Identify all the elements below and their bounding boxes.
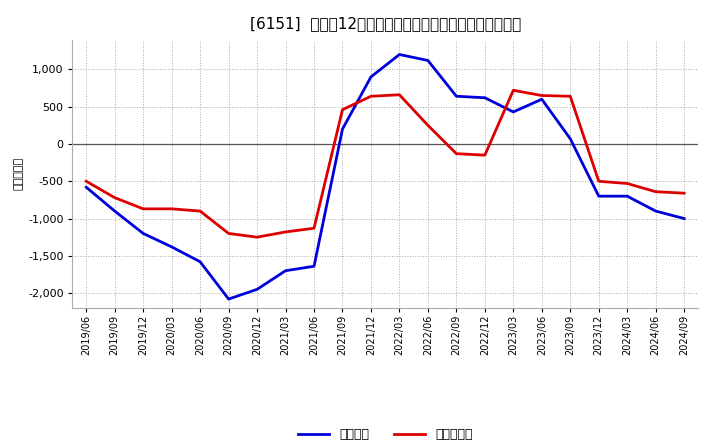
経常利益 bbox=[480, 95, 489, 100]
経常利益 bbox=[310, 264, 318, 269]
経常利益 bbox=[623, 194, 631, 199]
当期純利益 bbox=[423, 123, 432, 128]
経常利益 bbox=[225, 297, 233, 302]
当期純利益 bbox=[480, 153, 489, 158]
当期純利益 bbox=[566, 94, 575, 99]
当期純利益 bbox=[282, 229, 290, 235]
Y-axis label: （百万円）: （百万円） bbox=[14, 157, 24, 191]
Line: 経常利益: 経常利益 bbox=[86, 55, 684, 299]
経常利益 bbox=[680, 216, 688, 221]
経常利益 bbox=[282, 268, 290, 273]
当期純利益 bbox=[167, 206, 176, 212]
経常利益 bbox=[139, 231, 148, 236]
当期純利益 bbox=[652, 189, 660, 194]
Legend: 経常利益, 当期純利益: 経常利益, 当期純利益 bbox=[297, 428, 473, 440]
当期純利益 bbox=[623, 181, 631, 186]
経常利益 bbox=[595, 194, 603, 199]
経常利益 bbox=[82, 184, 91, 190]
当期純利益 bbox=[366, 94, 375, 99]
当期純利益 bbox=[110, 195, 119, 200]
当期純利益 bbox=[196, 209, 204, 214]
経常利益 bbox=[167, 244, 176, 249]
当期純利益 bbox=[253, 235, 261, 240]
経常利益 bbox=[452, 94, 461, 99]
経常利益 bbox=[110, 209, 119, 214]
経常利益 bbox=[366, 74, 375, 80]
当期純利益 bbox=[595, 179, 603, 184]
経常利益 bbox=[338, 126, 347, 132]
経常利益 bbox=[566, 136, 575, 141]
当期純利益 bbox=[452, 151, 461, 156]
当期純利益 bbox=[310, 226, 318, 231]
当期純利益 bbox=[82, 179, 91, 184]
当期純利益 bbox=[139, 206, 148, 212]
当期純利益 bbox=[509, 88, 518, 93]
経常利益 bbox=[395, 52, 404, 57]
当期純利益 bbox=[537, 93, 546, 98]
Line: 当期純利益: 当期純利益 bbox=[86, 90, 684, 237]
経常利益 bbox=[509, 109, 518, 114]
当期純利益 bbox=[680, 191, 688, 196]
経常利益 bbox=[423, 58, 432, 63]
経常利益 bbox=[537, 97, 546, 102]
経常利益 bbox=[253, 287, 261, 292]
経常利益 bbox=[196, 259, 204, 264]
当期純利益 bbox=[338, 107, 347, 112]
Title: [6151]  利益の12か月移動合計の対前年同期増減額の推移: [6151] 利益の12か月移動合計の対前年同期増減額の推移 bbox=[250, 16, 521, 32]
経常利益 bbox=[652, 209, 660, 214]
当期純利益 bbox=[395, 92, 404, 97]
当期純利益 bbox=[225, 231, 233, 236]
